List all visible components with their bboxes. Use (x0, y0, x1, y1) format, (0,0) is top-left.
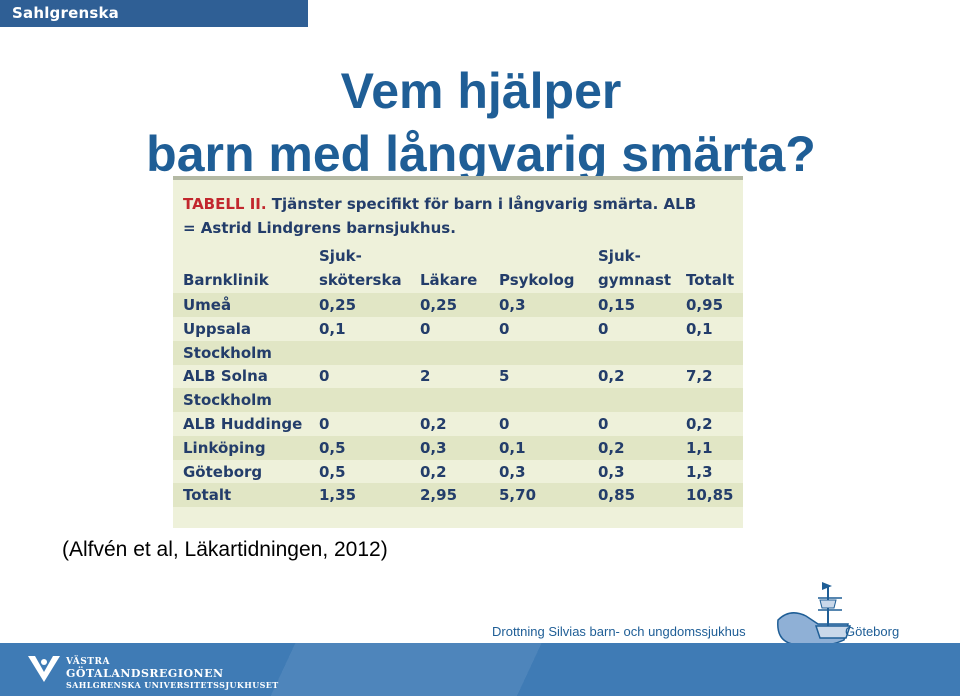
header-cell: Läkare (420, 271, 478, 289)
table-cell: ALB Huddinge (183, 415, 303, 433)
table-header-row: Barnklinik sköterska Läkare Psykolog gym… (173, 268, 743, 292)
ship-logo-icon (777, 582, 852, 647)
table-cell: 0,15 (598, 296, 636, 314)
table-cell: 5 (499, 367, 510, 386)
table-row: Stockholm (173, 388, 743, 413)
table-cell: 0,2 (598, 367, 625, 386)
table-cell: Stockholm (183, 343, 272, 362)
header-cell: Totalt (686, 271, 735, 289)
header-cell: Sjuk- (319, 247, 362, 265)
vgr-logo-icon (28, 656, 60, 682)
table-cell: 0,3 (499, 296, 526, 314)
table-header-row-top: Sjuk- Sjuk- (173, 244, 743, 268)
table-row: Totalt 1,35 2,95 5,70 0,85 10,85 (173, 483, 743, 508)
table-cell: 0 (319, 415, 330, 433)
table-cell: 0,3 (499, 462, 526, 481)
table-row: ALB Huddinge 0 0,2 0 0 0,2 (173, 412, 743, 436)
table-cell: 5,70 (499, 486, 537, 505)
org-header-bar: Sahlgrenska Universitetssjukhuset (0, 0, 308, 49)
org-name: Sahlgrenska Universitetssjukhuset (12, 4, 202, 49)
table-caption: TABELL II. Tjänster specifikt för barn i… (183, 192, 713, 240)
table-cell: 0,25 (420, 296, 458, 314)
table-cell: 0 (598, 319, 609, 338)
header-cell: Sjuk- (598, 247, 641, 265)
table-cell: 0 (499, 319, 510, 338)
table-cell: 0,1 (499, 438, 526, 457)
table-cell: 0,5 (319, 462, 346, 481)
table-cell: Totalt (183, 486, 232, 505)
header-cell: Psykolog (499, 271, 575, 289)
table-cell: 0 (499, 415, 510, 433)
table-row: Umeå 0,25 0,25 0,3 0,15 0,95 (173, 293, 743, 317)
table-cell: 0,2 (598, 438, 625, 457)
table-cell: 0,5 (319, 438, 346, 457)
header-cell: gymnast (598, 271, 672, 289)
footer-org-line3: SAHLGRENSKA UNIVERSITETSSJUKHUSET (66, 680, 279, 690)
citation: (Alfvén et al, Läkartidningen, 2012) (62, 538, 388, 561)
footer-bar: VÄSTRA GÖTALANDSREGIONEN SAHLGRENSKA UNI… (0, 643, 960, 696)
table-row: Linköping 0,5 0,3 0,1 0,2 1,1 (173, 435, 743, 460)
footer-org-line2: GÖTALANDSREGIONEN (66, 667, 224, 680)
table-cell: 0,85 (598, 486, 636, 505)
slide-title-line1: Vem hjälper (340, 63, 622, 119)
table-caption-text: Tjänster specifikt för barn i långvarig … (183, 195, 697, 237)
table-cell: 0,3 (598, 462, 625, 481)
hospital-name: Drottning Silvias barn- och ungdomssjukh… (492, 624, 746, 639)
table-row: Göteborg 0,5 0,2 0,3 0,3 1,3 (173, 460, 743, 484)
table-cell: Göteborg (183, 462, 263, 481)
header-cell: Barnklinik (183, 271, 269, 289)
table-cell: 1,35 (319, 486, 357, 505)
table-cell: 0,2 (420, 415, 447, 433)
table-cell: 0,25 (319, 296, 357, 314)
table-cell: 10,85 (686, 486, 734, 505)
table-cell: 2,95 (420, 486, 458, 505)
table-cell: 0 (598, 415, 609, 433)
table-cell: Stockholm (183, 391, 272, 410)
table-cell: 0,95 (686, 296, 724, 314)
hospital-city: Göteborg (845, 624, 900, 639)
table-cell: 1,3 (686, 462, 713, 481)
table-caption-lead: TABELL II. (183, 195, 267, 213)
table-cell: 0 (420, 319, 431, 338)
table-cell: 7,2 (686, 367, 713, 386)
table-row: Uppsala 0,1 0 0 0 0,1 (173, 317, 743, 341)
table-row: Stockholm (173, 340, 743, 365)
table-cell: 0,1 (319, 319, 346, 338)
table-cell: 0,1 (686, 319, 713, 338)
table-top-border (173, 176, 743, 180)
table-cell: 2 (420, 367, 431, 386)
table-cell: 1,1 (686, 438, 713, 457)
table-cell: Umeå (183, 296, 232, 314)
table-cell: 0,3 (420, 438, 447, 457)
table-cell: 0,2 (686, 415, 713, 433)
slide-title-line2: barn med långvarig smärta? (146, 126, 816, 182)
table-cell: Linköping (183, 438, 266, 457)
table-cell: 0,2 (420, 462, 447, 481)
table-cell: Uppsala (183, 319, 251, 338)
table-row: ALB Solna 0 2 5 0,2 7,2 (173, 364, 743, 388)
footer-org-line1: VÄSTRA (66, 657, 110, 667)
table-figure: TABELL II. Tjänster specifikt för barn i… (173, 176, 743, 528)
table-cell: 0 (319, 367, 330, 386)
header-cell: sköterska (319, 271, 402, 289)
table-cell: ALB Solna (183, 367, 268, 386)
